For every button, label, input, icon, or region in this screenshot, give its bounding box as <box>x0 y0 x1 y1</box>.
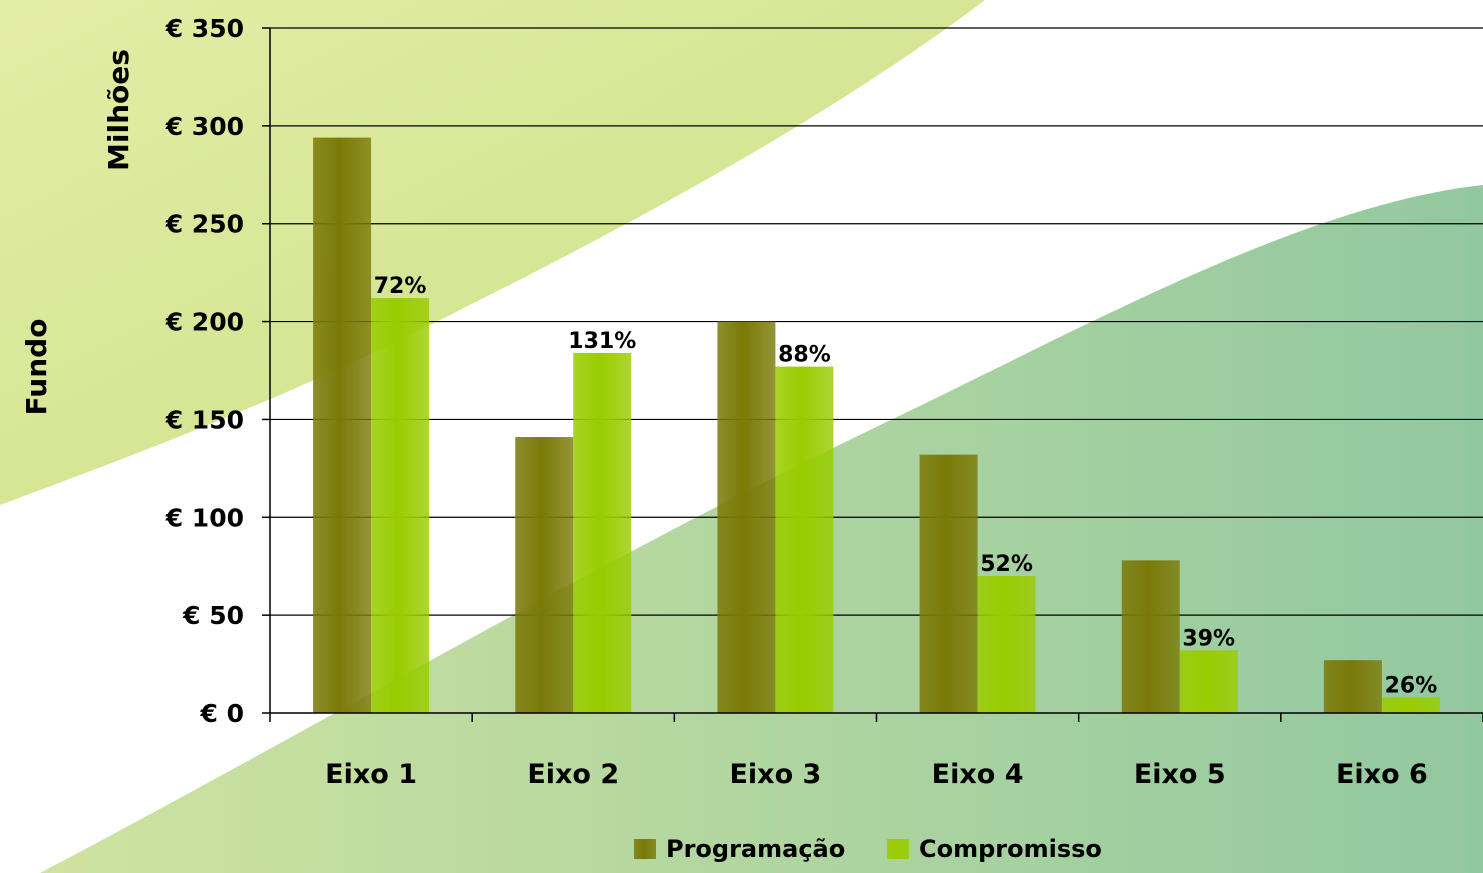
side-label: Fundo <box>20 319 53 416</box>
data-label: 72% <box>374 274 427 299</box>
x-category-label: Eixo 2 <box>527 759 619 790</box>
y-tick-label: € 0 <box>200 699 245 728</box>
x-category-labels: Eixo 1 Eixo 2 Eixo 3 Eixo 4 Eixo 5 Eixo 6 <box>325 759 1428 790</box>
bar-compromisso-3 <box>775 366 834 713</box>
bar-programacao-5 <box>1121 560 1180 713</box>
bar-compromisso-6 <box>1381 697 1440 713</box>
gridlines <box>270 27 1483 616</box>
data-label: 26% <box>1385 673 1438 698</box>
legend-label: Programação <box>666 835 845 863</box>
y-axis-title: Milhões <box>102 49 135 171</box>
bars <box>313 137 1440 714</box>
y-tick-label: € 50 <box>182 601 244 630</box>
legend: Programação Compromisso <box>634 835 1102 863</box>
bar-programacao-2 <box>515 437 574 713</box>
x-category-label: Eixo 6 <box>1336 759 1428 790</box>
axes <box>262 27 1483 722</box>
bar-compromisso-5 <box>1179 650 1238 713</box>
x-category-label: Eixo 1 <box>325 759 417 790</box>
y-tick-label: € 100 <box>165 503 244 532</box>
bar-compromisso-4 <box>977 576 1036 713</box>
data-label: 131% <box>568 329 636 354</box>
data-labels: 72% 131% 88% 52% 39% 26% <box>374 274 1438 698</box>
bar-programacao-1 <box>313 137 372 714</box>
data-label: 39% <box>1182 626 1235 651</box>
y-tick-label: € 200 <box>165 308 244 337</box>
x-category-label: Eixo 5 <box>1134 759 1226 790</box>
y-tick-label: € 350 <box>165 14 244 43</box>
x-category-label: Eixo 4 <box>932 759 1024 790</box>
bar-compromisso-1 <box>371 298 430 713</box>
y-tick-labels: € 0 € 50 € 100 € 150 € 200 € 250 € 300 € 350 <box>165 14 244 728</box>
y-tick-label: € 300 <box>165 112 244 141</box>
bar-programacao-4 <box>919 454 978 713</box>
bar-programacao-3 <box>717 321 776 713</box>
data-label: 52% <box>980 552 1033 577</box>
data-label: 88% <box>778 343 831 368</box>
y-tick-label: € 150 <box>165 405 244 434</box>
legend-label: Compromisso <box>919 835 1102 863</box>
legend-swatch-programacao <box>634 839 656 859</box>
bar-programacao-6 <box>1323 660 1382 713</box>
y-tick-label: € 250 <box>165 210 244 239</box>
legend-swatch-compromisso <box>887 839 909 859</box>
x-category-label: Eixo 3 <box>729 759 821 790</box>
bar-compromisso-2 <box>573 352 632 713</box>
